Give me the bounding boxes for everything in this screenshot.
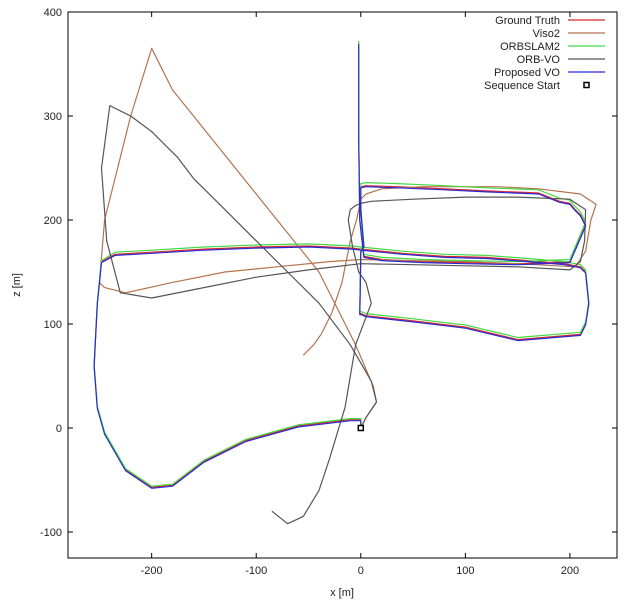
y-tick-label: 400 [44,7,62,19]
x-axis-label: x [m] [330,587,354,599]
y-tick-label: -100 [40,527,62,539]
y-tick-label: 100 [44,319,62,331]
legend: Ground TruthViso2ORBSLAM2ORB-VOProposed … [484,15,605,92]
legend-label: Viso2 [533,28,560,40]
x-axis-ticks: -200 -100 0 100 200 [141,12,579,577]
series-line-orb-vo [100,104,587,525]
y-tick-label: 200 [44,215,62,227]
x-tick-label: -100 [245,565,267,577]
series-line-proposed-vo [93,44,590,489]
y-axis-label: z [m] [11,273,23,297]
sequence-start-marker [357,424,365,432]
y-tick-label: 300 [44,111,62,123]
y-tick-label: 0 [56,423,62,435]
legend-label: Sequence Start [484,80,560,92]
x-tick-label: -200 [141,565,163,577]
legend-label: ORB-VO [517,54,561,66]
legend-label: ORBSLAM2 [500,41,560,53]
legend-label: Ground Truth [495,15,560,27]
legend-start-marker [583,81,590,89]
plot-frame [67,11,618,559]
y-axis-ticks: -100 0 100 200 300 400 [40,7,617,539]
start-marker-layer [357,424,365,432]
series-line-viso2 [98,47,597,429]
x-tick-label: 0 [358,565,364,577]
x-tick-label: 100 [456,565,474,577]
series-layer [93,41,597,525]
x-tick-label: 200 [561,565,579,577]
legend-label: Proposed VO [494,67,560,79]
